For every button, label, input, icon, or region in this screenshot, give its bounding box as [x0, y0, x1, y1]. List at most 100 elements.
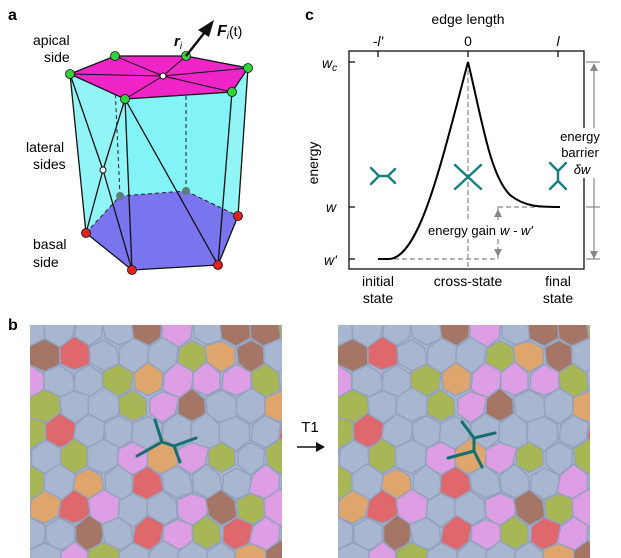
tissue-cell [160, 464, 194, 499]
tissue-cell [293, 468, 323, 498]
tissue-cell [148, 390, 180, 424]
apical-vertex [227, 87, 237, 97]
tissue-cell [293, 489, 326, 523]
tissue-cell [176, 539, 209, 558]
cross-junction-icon [453, 163, 483, 191]
tissue-snapshot-after [293, 286, 621, 558]
hidden-basal-vertex [116, 192, 124, 200]
apical-vertex [110, 51, 120, 61]
tissue-cell [0, 518, 17, 552]
final-state-label-line2: state [543, 290, 574, 306]
tissue-cell [426, 541, 458, 558]
tissue-cell [119, 290, 149, 320]
tissue-cell [118, 541, 150, 558]
t1-edge-after [446, 420, 497, 469]
panel-a: a [8, 7, 253, 275]
tissue-cell [219, 325, 252, 347]
tissue-cell [86, 541, 122, 558]
tissue-cell [30, 516, 46, 551]
barrier-label-line2: barrier [561, 145, 599, 160]
tissue-cell [0, 366, 17, 400]
tissue-cell [338, 497, 341, 510]
tissue-cell [454, 288, 486, 322]
tissue-cell [338, 447, 341, 469]
force-arrowhead-icon [198, 20, 214, 37]
tissue-cell [59, 540, 89, 558]
tissue-cell [277, 368, 282, 391]
tissue-cell [601, 286, 621, 319]
tissue-cell [293, 541, 326, 558]
tissue-cell [427, 290, 457, 320]
tissue-cell [234, 289, 266, 322]
tissue-cell [264, 539, 282, 558]
tissue-cell [601, 489, 621, 523]
tissue-cell [146, 288, 178, 322]
tissue-snapshot-before [0, 286, 326, 558]
tissue-cell [281, 474, 282, 492]
tissue-cell [338, 516, 354, 551]
tissue-cell [441, 361, 472, 397]
position-symbol: ri [174, 33, 183, 52]
barrier-arrow-down-icon [590, 251, 598, 259]
tissue-cell [307, 289, 340, 319]
basal-vertex [233, 211, 243, 221]
tissue-cell [0, 468, 15, 498]
y-tick-w: w [326, 199, 337, 215]
y-tick-wc: wc [322, 55, 337, 74]
tissue-cell [585, 368, 590, 391]
panel-a-letter: a [8, 7, 17, 24]
tissue-cell [513, 286, 543, 323]
force-symbol: Fi(t) [217, 23, 242, 42]
t1-label: T1 [301, 419, 319, 436]
tissue-cell [601, 441, 621, 475]
t1-edge-before [135, 418, 198, 464]
tissue-cell [30, 346, 33, 367]
top-axis-title: edge length [431, 11, 504, 27]
tissue-cell [133, 361, 164, 397]
tissue-cell [526, 415, 559, 453]
hidden-basal-vertex [182, 187, 190, 195]
tissue-cell [572, 539, 590, 558]
tissue-cell [205, 286, 235, 323]
cross-state-label: cross-state [434, 273, 503, 289]
tissue-cell [0, 388, 29, 423]
tissue-cell [295, 338, 323, 373]
y-tick-w-prime: w' [324, 252, 338, 268]
tissue-cell [0, 289, 32, 319]
barrier-label-bg [556, 128, 606, 178]
tissue-cell [89, 287, 120, 323]
apical-label: apical [33, 32, 70, 48]
apical-vertex [120, 94, 130, 104]
panel-b-letter: b [8, 317, 18, 334]
tissue-cell [0, 416, 16, 448]
barrier-label: energy [560, 129, 600, 144]
tissue-cell [456, 539, 489, 558]
tissue-cell [484, 539, 517, 558]
tissue-cell [233, 542, 269, 558]
tissue-cell [486, 289, 516, 321]
tissue-cell [367, 540, 397, 558]
t1-arrow-icon [316, 442, 325, 452]
top-tick-label: 0 [464, 33, 472, 49]
apical-triangulation [69, 55, 249, 100]
tissue-cell [192, 325, 224, 346]
basal-label-line2: side [33, 254, 59, 270]
tissue-cell [338, 542, 370, 558]
tissue-cell [456, 390, 488, 424]
basal-vertex [81, 228, 91, 238]
gain-label: energy gain w - w' [428, 223, 533, 238]
barrier-symbol: δw [574, 162, 592, 177]
tissue-cell [280, 524, 282, 543]
tissue-cell [74, 513, 105, 555]
tissue-cell [205, 540, 236, 558]
panel-b: b T1 [0, 286, 621, 558]
tissue-cell [293, 286, 325, 319]
final-state-label: final [545, 273, 571, 289]
apical-label-line2: side [44, 49, 70, 65]
y-axis-title: energy [305, 142, 321, 185]
final-junction-icon [548, 161, 568, 191]
apical-vertex [65, 69, 75, 79]
initial-junction-icon [369, 166, 397, 186]
tissue-cell [589, 474, 590, 492]
gain-label-bg [425, 222, 570, 239]
